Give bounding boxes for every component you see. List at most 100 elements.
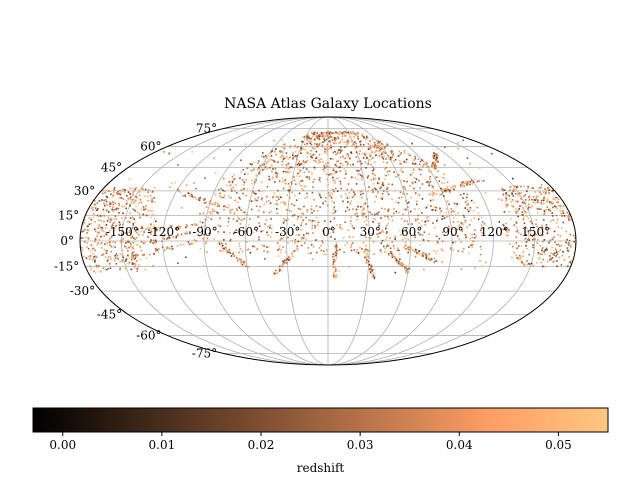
galaxy-point xyxy=(402,264,405,266)
galaxy-point xyxy=(433,164,436,167)
galaxy-point xyxy=(315,216,318,219)
galaxy-point xyxy=(542,258,545,261)
galaxy-point xyxy=(395,210,398,213)
galaxy-point xyxy=(121,259,123,262)
galaxy-point xyxy=(537,252,540,255)
galaxy-point xyxy=(310,137,313,140)
galaxy-point xyxy=(363,213,366,215)
galaxy-point xyxy=(431,165,434,168)
galaxy-point xyxy=(552,206,554,209)
galaxy-point xyxy=(357,251,360,254)
galaxy-point xyxy=(344,210,347,213)
galaxy-point xyxy=(232,253,234,255)
galaxy-point xyxy=(481,232,483,234)
galaxy-point xyxy=(154,249,157,252)
galaxy-point xyxy=(138,201,141,204)
galaxy-point xyxy=(297,172,299,175)
galaxy-point xyxy=(435,252,437,255)
galaxy-point xyxy=(114,246,116,248)
galaxy-point xyxy=(147,199,149,202)
galaxy-point xyxy=(316,224,319,226)
galaxy-point xyxy=(514,190,516,192)
galaxy-point xyxy=(334,163,336,166)
galaxy-point xyxy=(98,200,101,202)
galaxy-point xyxy=(339,224,342,226)
galaxy-point xyxy=(569,261,572,264)
galaxy-point xyxy=(140,201,143,204)
galaxy-point xyxy=(498,221,501,223)
longitude-tick-label: 30° xyxy=(360,225,381,239)
galaxy-point xyxy=(96,243,98,246)
galaxy-point xyxy=(267,246,269,248)
galaxy-point xyxy=(432,167,435,169)
galaxy-point xyxy=(194,223,197,226)
galaxy-point xyxy=(86,232,88,234)
galaxy-point xyxy=(409,247,412,249)
galaxy-point xyxy=(427,240,430,242)
galaxy-point xyxy=(295,157,298,159)
galaxy-point xyxy=(274,181,276,183)
galaxy-point xyxy=(426,163,428,166)
galaxy-point xyxy=(520,260,523,263)
galaxy-point xyxy=(87,236,89,239)
galaxy-point xyxy=(334,245,336,248)
galaxy-point xyxy=(278,198,280,200)
galaxy-point xyxy=(372,240,375,243)
galaxy-point xyxy=(179,191,182,194)
galaxy-point xyxy=(218,205,221,207)
galaxy-point xyxy=(294,241,297,244)
galaxy-point xyxy=(267,160,269,163)
galaxy-point xyxy=(440,187,442,190)
galaxy-point xyxy=(133,251,135,253)
galaxy-point xyxy=(398,197,400,199)
galaxy-point xyxy=(387,254,390,257)
galaxy-point xyxy=(105,195,108,198)
galaxy-point xyxy=(543,251,545,253)
galaxy-point xyxy=(373,178,375,181)
galaxy-point xyxy=(276,189,279,192)
galaxy-point xyxy=(303,135,306,138)
galaxy-point xyxy=(253,181,256,184)
galaxy-point xyxy=(390,254,393,257)
galaxy-point xyxy=(464,182,467,184)
galaxy-point xyxy=(289,166,292,169)
galaxy-point xyxy=(440,210,443,212)
galaxy-point xyxy=(261,163,264,166)
galaxy-point xyxy=(399,258,401,261)
galaxy-point xyxy=(115,253,118,255)
galaxy-point xyxy=(166,246,169,248)
galaxy-point xyxy=(502,224,505,227)
galaxy-point xyxy=(447,227,450,230)
galaxy-point xyxy=(372,183,375,185)
galaxy-point xyxy=(388,208,391,211)
galaxy-point xyxy=(357,205,359,208)
galaxy-point xyxy=(106,249,108,252)
galaxy-point xyxy=(122,256,124,259)
galaxy-point xyxy=(94,259,96,262)
galaxy-point xyxy=(528,199,531,201)
galaxy-point xyxy=(384,178,386,180)
galaxy-point xyxy=(437,154,439,157)
galaxy-point xyxy=(183,232,186,234)
galaxy-point xyxy=(348,197,351,199)
galaxy-point xyxy=(404,266,407,269)
galaxy-point xyxy=(368,160,370,162)
galaxy-point xyxy=(133,266,136,269)
galaxy-point xyxy=(126,220,129,223)
galaxy-point xyxy=(85,257,88,260)
galaxy-point xyxy=(480,216,483,219)
galaxy-point xyxy=(392,255,395,258)
galaxy-point xyxy=(217,231,220,234)
galaxy-point xyxy=(549,258,552,260)
galaxy-point xyxy=(236,259,239,262)
galaxy-point xyxy=(428,193,431,196)
galaxy-point xyxy=(114,202,117,205)
galaxy-point xyxy=(350,243,352,246)
galaxy-point xyxy=(411,171,414,174)
galaxy-point xyxy=(336,136,339,138)
galaxy-point xyxy=(145,205,147,207)
galaxy-point xyxy=(325,135,327,137)
galaxy-point xyxy=(464,200,467,203)
galaxy-point xyxy=(128,241,130,243)
galaxy-point xyxy=(559,245,561,247)
